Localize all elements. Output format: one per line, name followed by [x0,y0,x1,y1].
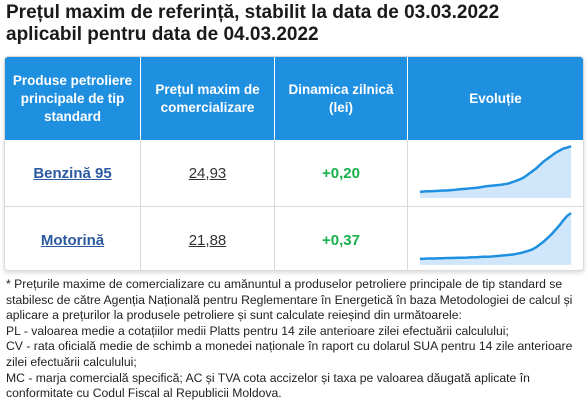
price-link-motorina[interactable]: 21,88 [188,231,227,249]
header-dynamics: Dinamica zilnică (lei) [274,57,407,140]
daily-change-benzina: +0,20 [322,164,360,182]
header-price: Prețul maxim de comercializare [140,57,274,140]
title-line-2: aplicabil pentru data de 04.03.2022 [6,24,319,45]
table-row: Benzină 95 24,93 +0,20 [5,140,583,207]
sparkline-line [419,212,572,261]
sparkline-benzina [419,144,572,198]
header-evolution: Evoluție [407,57,583,140]
price-link-benzina[interactable]: 24,93 [188,164,227,182]
header-product: Produse petroliere principale de tip sta… [5,57,140,140]
table-row: Motorină 21,88 +0,37 [5,207,583,270]
price-table: Produse petroliere principale de tip sta… [4,56,584,271]
footnote-intro: * Prețurile maxime de comercializare cu … [6,277,573,323]
footnotes: * Prețurile maxime de comercializare cu … [6,277,584,402]
page-title: Prețul maxim de referință, stabilit la d… [6,2,584,46]
footnote-mc: MC - marja comercială specifică; AC și T… [6,370,530,401]
product-link-benzina[interactable]: Benzină 95 [33,164,112,182]
footnote-cv: CV - rata oficială medie de schimb a mon… [6,339,573,369]
footnote-pl: PL - valoarea medie a cotațiilor medii P… [6,323,509,338]
sparkline-area [419,213,572,265]
table-header: Produse petroliere principale de tip sta… [5,57,583,140]
product-link-motorina[interactable]: Motorină [40,231,105,249]
sparkline-motorina [419,212,572,265]
sparkline-area [419,146,572,198]
title-line-1: Prețul maxim de referință, stabilit la d… [6,2,500,23]
sparkline-line [419,144,572,194]
daily-change-motorina: +0,37 [322,231,360,249]
